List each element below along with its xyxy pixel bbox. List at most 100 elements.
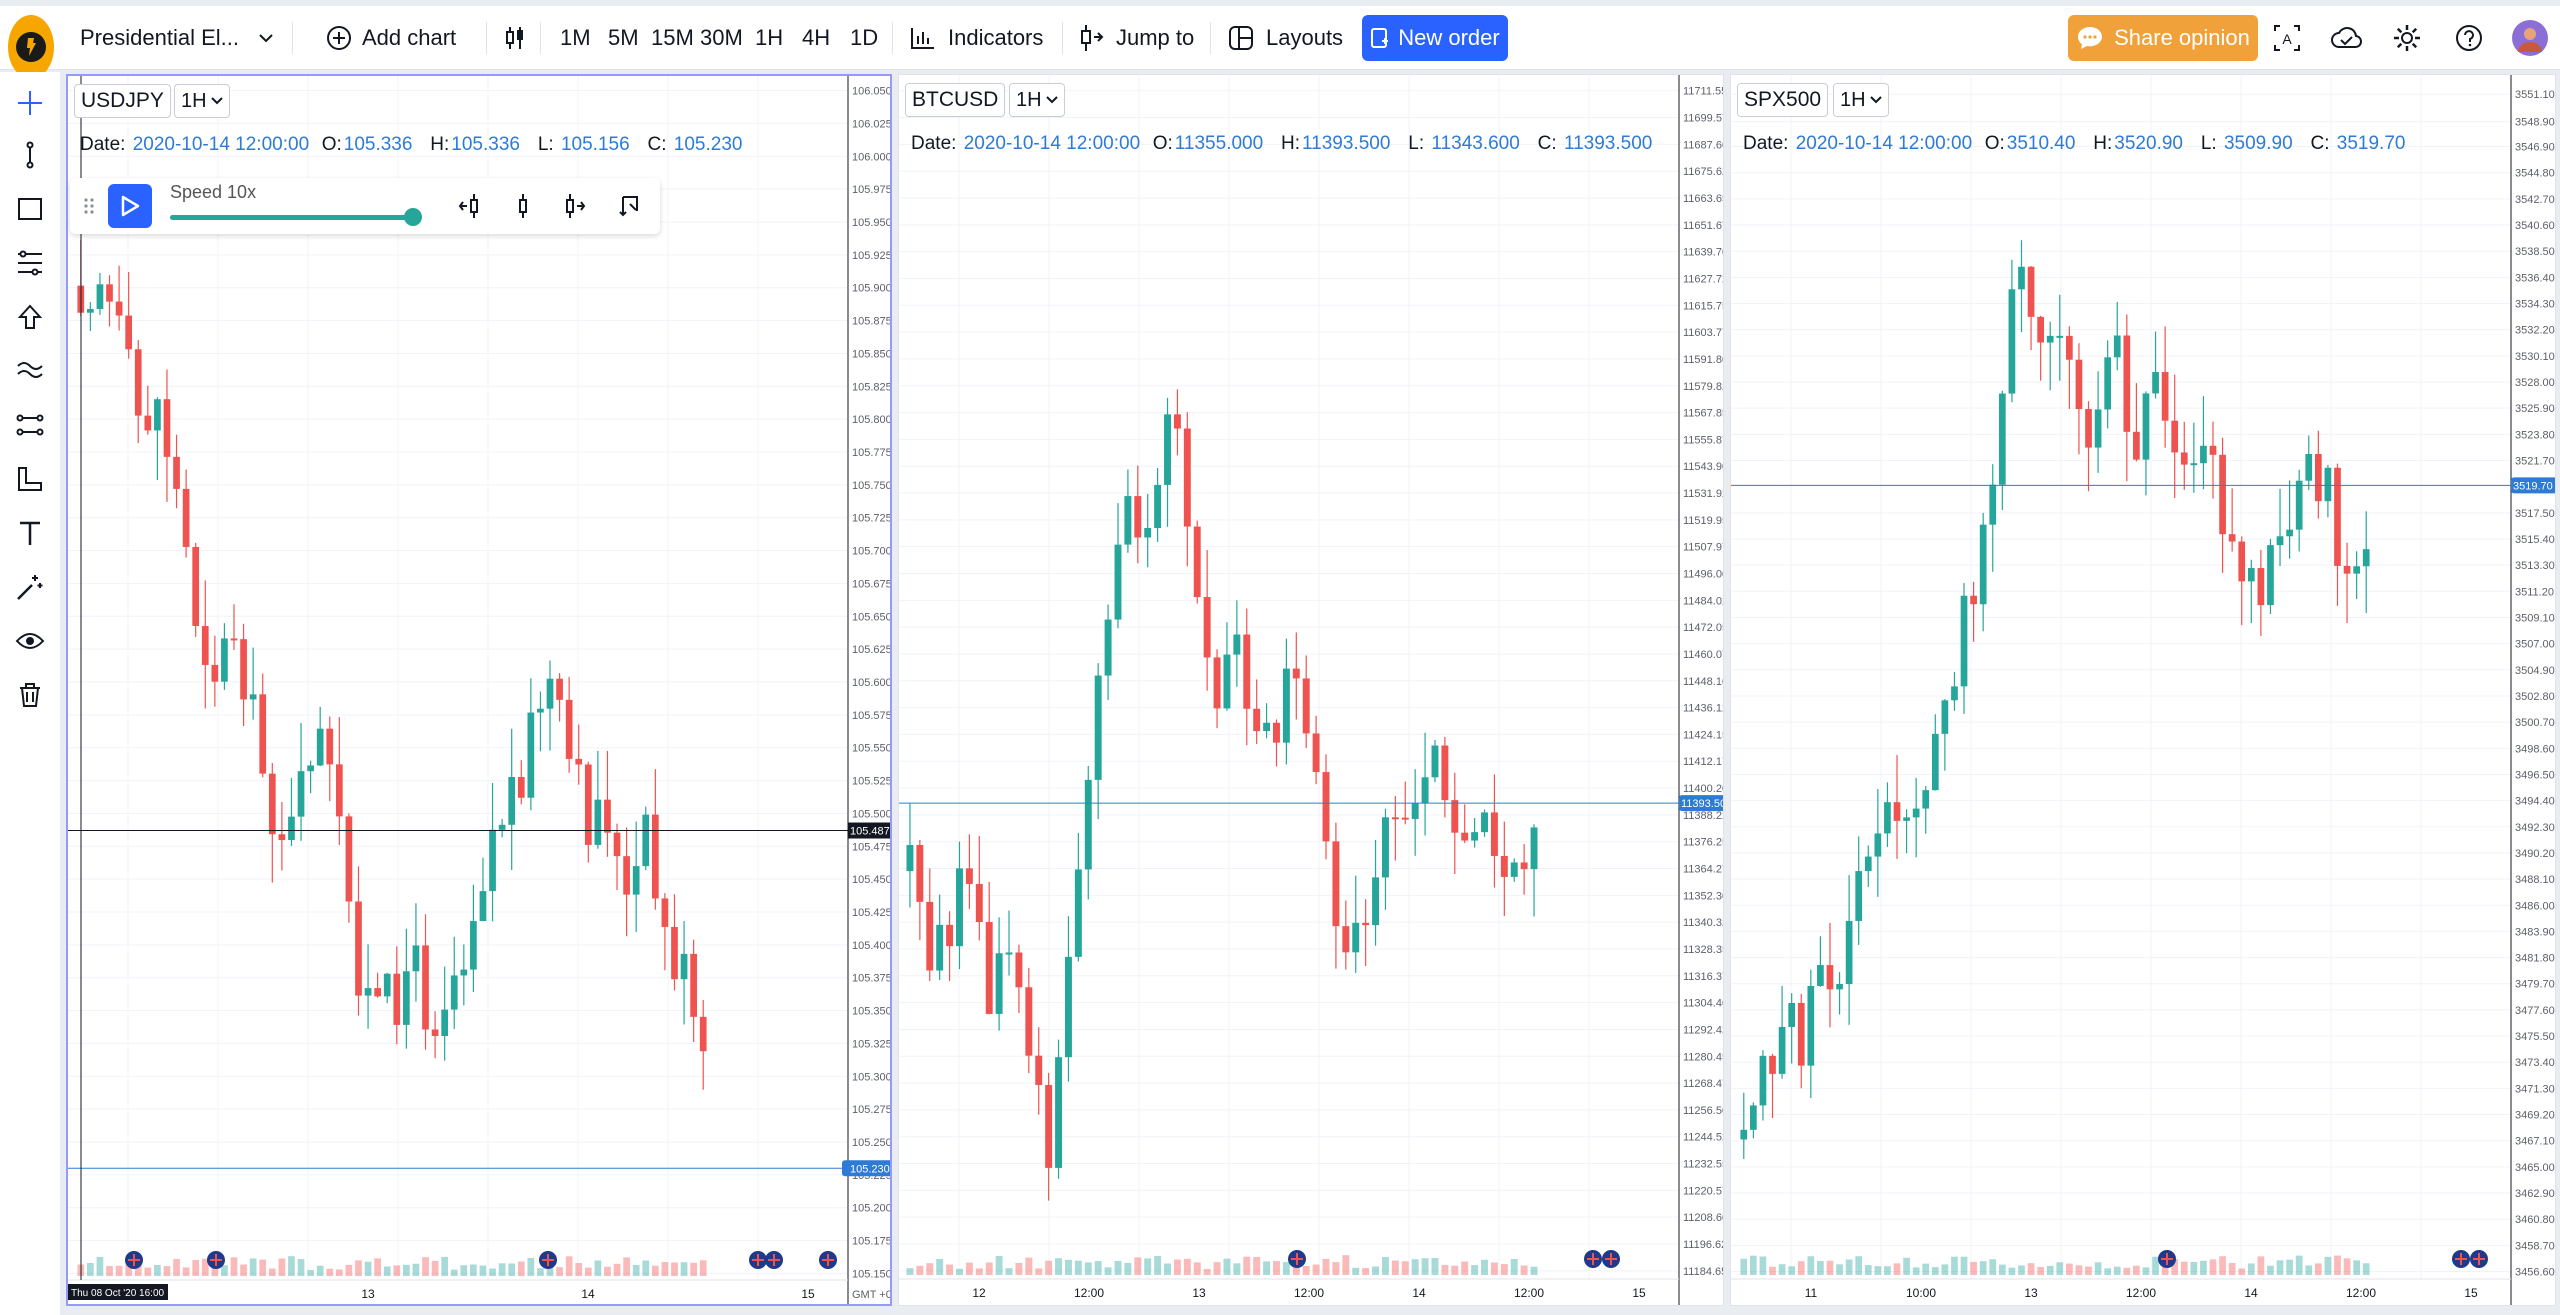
add-chart-button[interactable]: Add chart xyxy=(326,6,456,70)
symbol-label: SPX500 xyxy=(1744,88,1822,111)
new-order-button[interactable]: New order xyxy=(1362,15,1508,61)
candle xyxy=(1193,520,1201,604)
candle-body xyxy=(1884,802,1891,834)
play-button[interactable] xyxy=(108,184,152,228)
candle xyxy=(604,750,611,857)
spx500-chart-canvas[interactable]: 3551.10 3548.90 3546.90 3544.80 3542.70 3540.… xyxy=(1731,75,2556,1306)
drag-handle-icon[interactable] xyxy=(84,198,94,214)
candle-body xyxy=(1893,802,1901,821)
timeframe-4h[interactable]: 4H xyxy=(802,25,831,50)
candle xyxy=(623,827,630,937)
price-tick-label: 11460.07 xyxy=(1683,649,1724,661)
candle xyxy=(1998,390,2006,510)
time-axis[interactable]: 11131415GMT +0 xyxy=(68,1279,892,1301)
economic-event-flags[interactable] xyxy=(2158,1250,2488,1268)
timezone-label[interactable]: GMT +0 xyxy=(852,1289,892,1301)
chart-pane-spx500[interactable]: 3551.10 3548.90 3546.90 3544.80 3542.70 3540.… xyxy=(1730,74,2556,1306)
speed-slider-knob[interactable] xyxy=(403,208,422,226)
crosshair-tool-icon[interactable] xyxy=(0,78,60,128)
event-flag-icon[interactable] xyxy=(1288,1250,1306,1268)
symbol-selector[interactable]: SPX500 xyxy=(1737,83,1829,117)
price-tick-label: 3483.90 xyxy=(2515,926,2555,938)
candle xyxy=(2161,326,2169,448)
event-flag-icon[interactable] xyxy=(749,1251,767,1269)
chart-type-button[interactable] xyxy=(504,6,526,70)
price-axis[interactable]: 106.050 106.025 106.000 105.975 105.950 105.9… xyxy=(847,76,892,1306)
step-back-button[interactable] xyxy=(458,192,484,225)
btcusd-chart-canvas[interactable]: 11711.55 11699.57 11687.60 11675.62 11663.65… xyxy=(899,75,1724,1306)
fib-tool-icon[interactable] xyxy=(0,238,60,288)
ruler-tool-icon[interactable] xyxy=(0,454,60,504)
brush-tool-icon[interactable] xyxy=(0,346,60,396)
event-flag-icon[interactable] xyxy=(2470,1250,2488,1268)
candle xyxy=(211,635,219,707)
user-avatar[interactable] xyxy=(2512,6,2548,70)
flag-cross xyxy=(822,1254,834,1266)
candle xyxy=(2353,551,2360,600)
time-axis[interactable]: 11 10:00 13 12:00 14 12:00 15 xyxy=(1731,1278,2511,1300)
event-flag-icon[interactable] xyxy=(2452,1250,2470,1268)
indicators-button[interactable]: Indicators xyxy=(910,6,1043,70)
share-opinion-button[interactable]: Share opinion xyxy=(2068,15,2258,61)
volume-bar xyxy=(441,1256,449,1276)
rectangle-tool-icon[interactable] xyxy=(0,184,60,234)
eye-visibility-icon[interactable] xyxy=(0,616,60,666)
pattern-tool-icon[interactable] xyxy=(0,400,60,450)
volume-bar xyxy=(2104,1268,2112,1275)
settings-gear-icon[interactable] xyxy=(2392,6,2422,70)
speed-slider[interactable] xyxy=(170,208,422,226)
price-axis[interactable]: 11711.55 11699.57 11687.60 11675.62 11663.65… xyxy=(1678,75,1724,1306)
brand-logo-icon[interactable] xyxy=(8,15,54,79)
layout-name-dropdown[interactable]: Presidential El... xyxy=(80,6,275,70)
price-axis[interactable]: 3551.10 3548.90 3546.90 3544.80 3542.70 3540.… xyxy=(2510,75,2555,1306)
event-flag-icon[interactable] xyxy=(207,1251,225,1269)
event-flag-icon[interactable] xyxy=(1584,1250,1602,1268)
symbol-selector[interactable]: USDJPY xyxy=(74,84,171,118)
event-flag-icon[interactable] xyxy=(1602,1250,1620,1268)
candle xyxy=(1941,699,1949,771)
trash-icon[interactable] xyxy=(0,670,60,720)
cloud-save-icon[interactable] xyxy=(2330,6,2362,70)
jump-to-button[interactable]: Jump to xyxy=(1078,6,1194,70)
interval-selector[interactable]: 1H xyxy=(1833,83,1889,117)
candle-body xyxy=(623,856,630,895)
candle xyxy=(1500,821,1508,917)
candle xyxy=(1134,465,1142,564)
time-axis[interactable]: 12 12:00 13 12:00 14 12:00 15 xyxy=(899,1278,1679,1300)
arrow-up-tool-icon[interactable] xyxy=(0,292,60,342)
symbol-selector[interactable]: BTCUSD xyxy=(905,83,1006,117)
event-flag-icon[interactable] xyxy=(819,1251,837,1269)
timeframe-1h[interactable]: 1H xyxy=(755,25,784,50)
timeframe-1d[interactable]: 1D xyxy=(850,25,879,50)
interval-selector[interactable]: 1H xyxy=(1009,83,1065,117)
timeframe-5m[interactable]: 5M xyxy=(608,25,639,50)
trend-line-tool-icon[interactable] xyxy=(0,130,60,180)
candle-mode-button[interactable] xyxy=(510,192,536,225)
timeframe-30m[interactable]: 30M xyxy=(700,25,743,50)
usdjpy-chart-canvas[interactable]: 106.050 106.025 106.000 105.975 105.950 105.9… xyxy=(68,76,892,1306)
candle-body xyxy=(1144,528,1152,538)
volume-bar xyxy=(2247,1263,2255,1275)
timeframe-1m[interactable]: 1M xyxy=(560,25,591,50)
candle-body xyxy=(2343,565,2351,574)
help-icon[interactable] xyxy=(2455,6,2483,70)
replay-exit-button[interactable] xyxy=(618,192,644,225)
step-forward-button[interactable] xyxy=(560,192,586,225)
event-flag-icon[interactable] xyxy=(539,1251,557,1269)
text-scale-icon[interactable]: A xyxy=(2272,6,2302,70)
volume-bar xyxy=(985,1262,993,1275)
event-flag-icon[interactable] xyxy=(125,1251,143,1269)
chart-pane-btcusd[interactable]: 11711.55 11699.57 11687.60 11675.62 11663.65… xyxy=(898,74,1724,1306)
economic-event-flags[interactable] xyxy=(1288,1250,1620,1268)
event-flag-icon[interactable] xyxy=(2158,1250,2176,1268)
volume-bar xyxy=(2018,1265,2025,1275)
chart-pane-usdjpy[interactable]: 106.050 106.025 106.000 105.975 105.950 105.9… xyxy=(66,74,892,1306)
economic-event-flags[interactable] xyxy=(125,1251,837,1269)
candle xyxy=(422,914,429,1050)
layouts-button[interactable]: Layouts xyxy=(1228,6,1343,70)
text-tool-icon[interactable] xyxy=(0,508,60,558)
magic-tool-icon[interactable] xyxy=(0,562,60,612)
event-flag-icon[interactable] xyxy=(765,1251,783,1269)
interval-selector[interactable]: 1H xyxy=(174,84,230,118)
timeframe-15m[interactable]: 15M xyxy=(651,25,694,50)
